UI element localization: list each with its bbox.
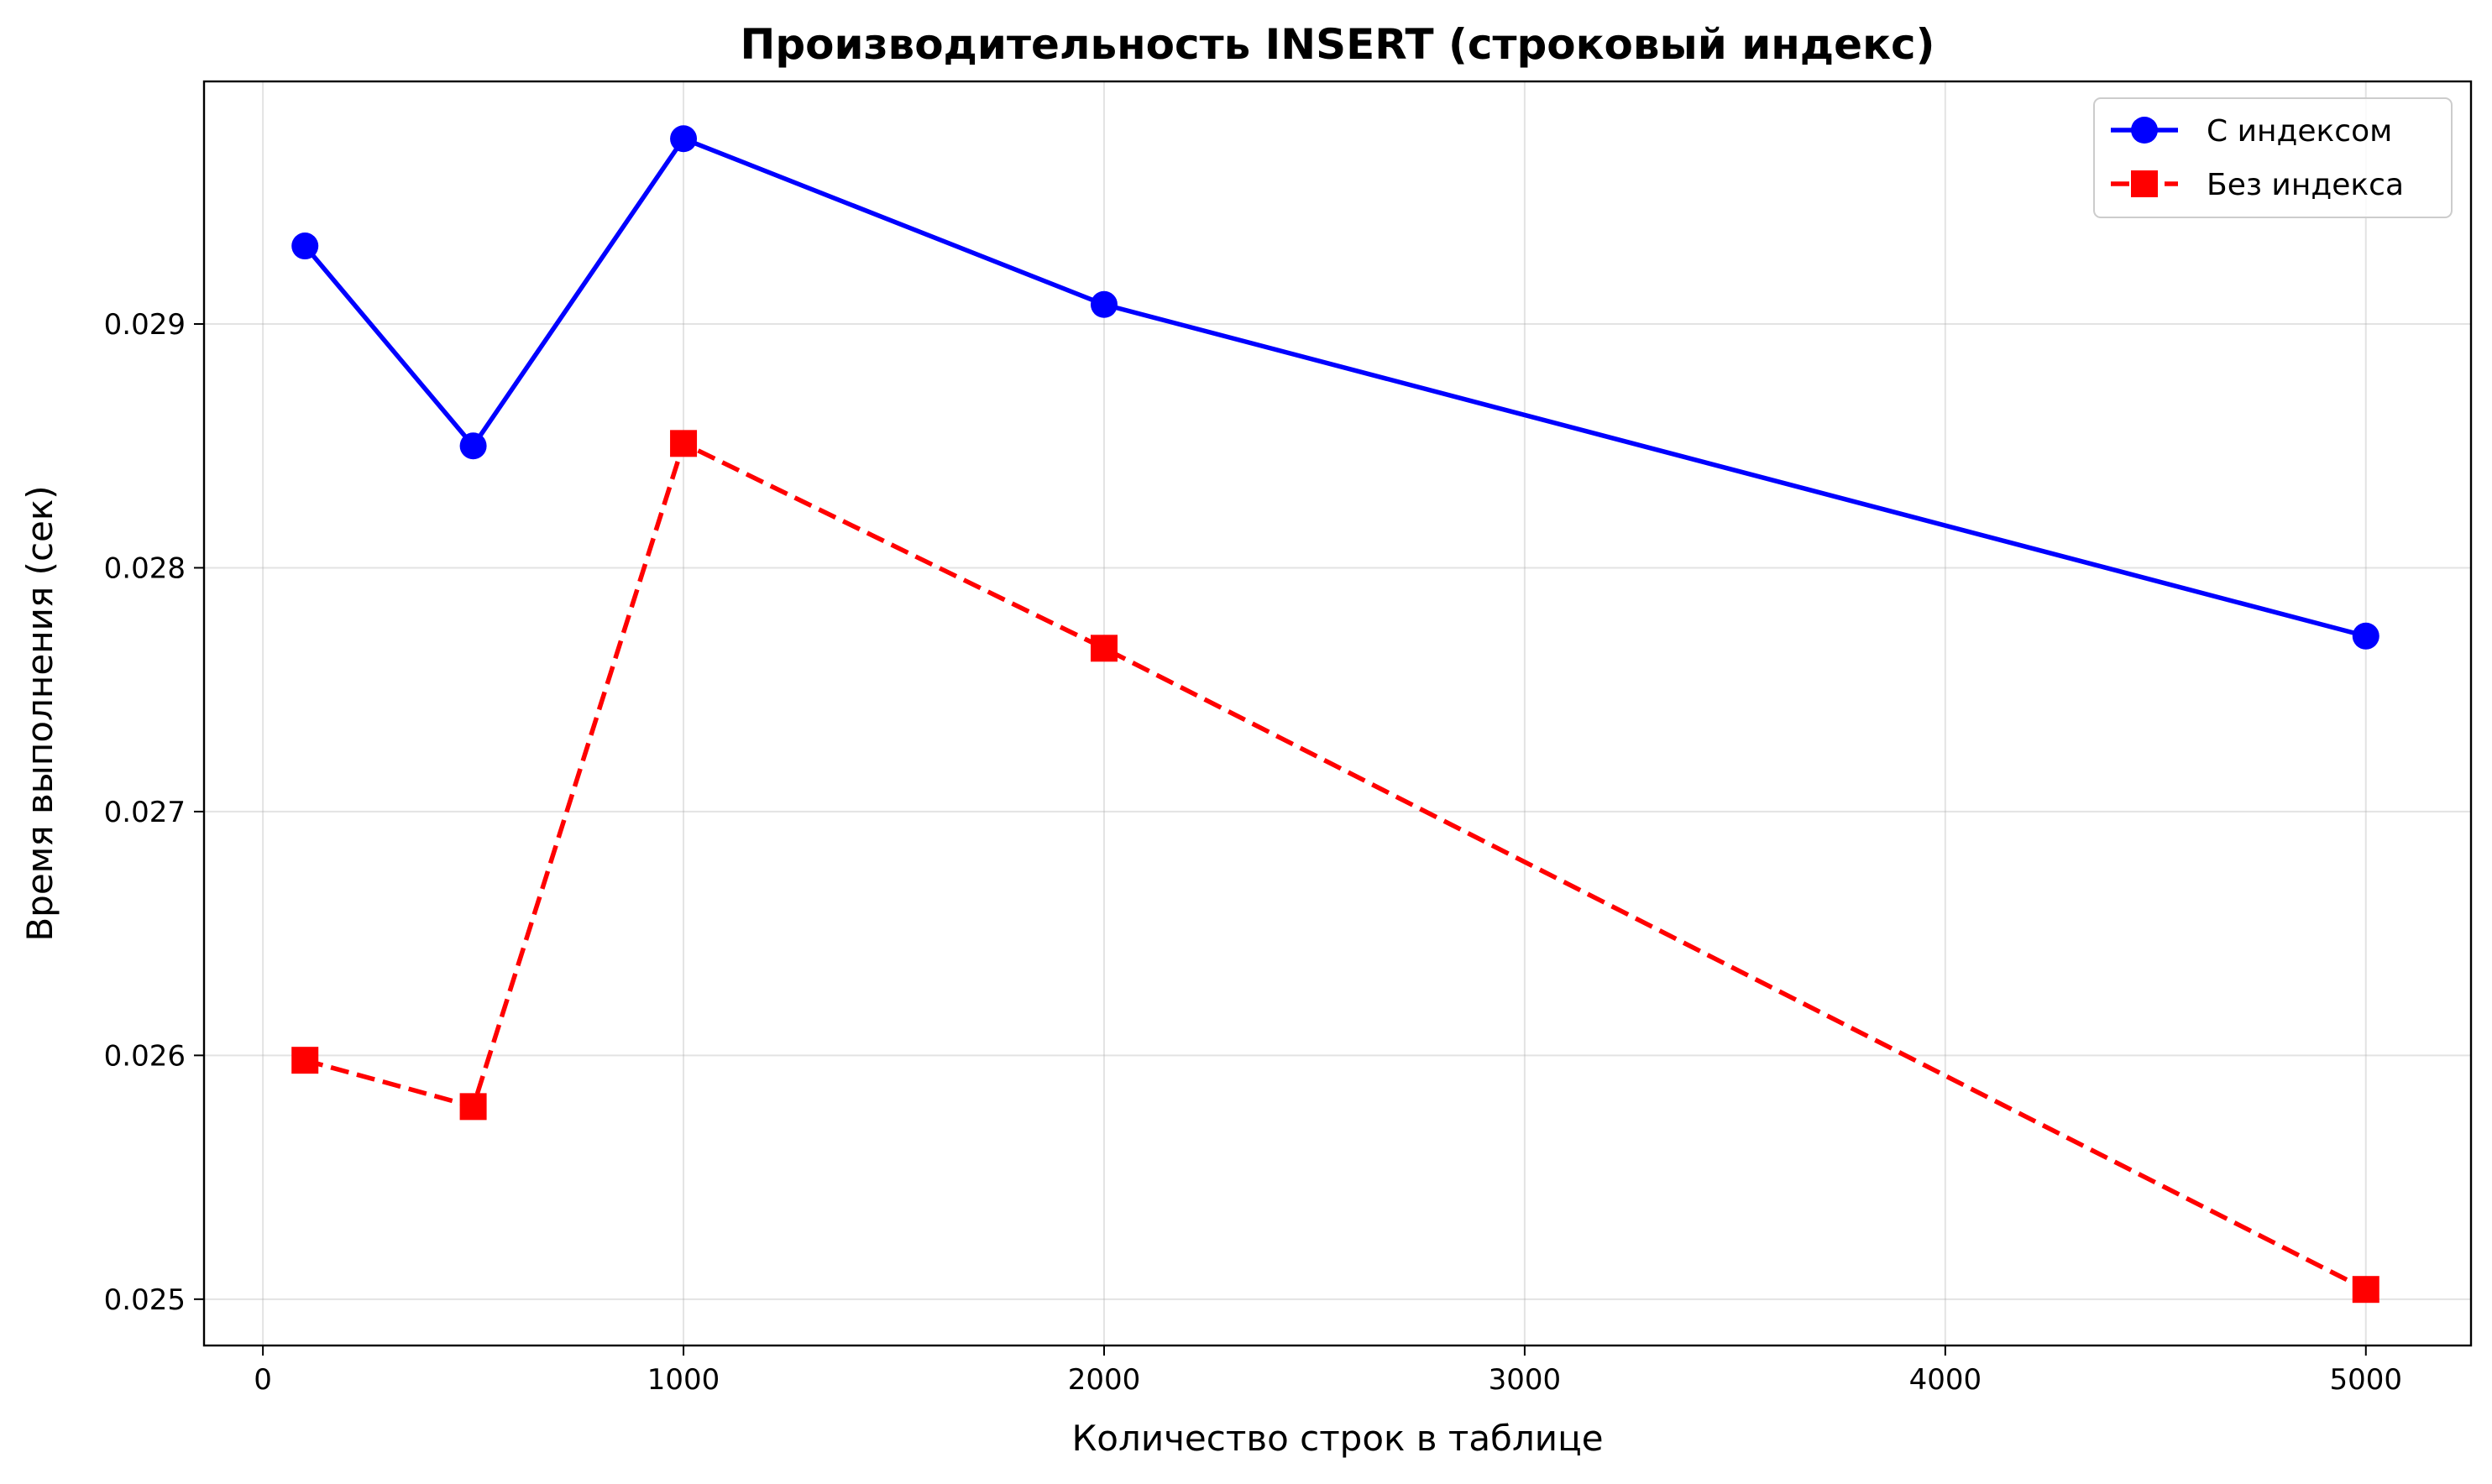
plot-series bbox=[291, 125, 2379, 1304]
x-tick-label: 3000 bbox=[1489, 1363, 1562, 1397]
x-tick-label: 4000 bbox=[1909, 1363, 1982, 1397]
data-point-square bbox=[670, 430, 698, 457]
data-point-circle bbox=[459, 432, 487, 460]
y-tick-label: 0.029 bbox=[104, 308, 186, 342]
legend-box bbox=[2093, 97, 2453, 218]
data-point-square bbox=[1090, 635, 1118, 662]
data-point-square bbox=[2352, 1276, 2379, 1304]
x-tick-label: 5000 bbox=[2330, 1363, 2403, 1397]
data-point-circle bbox=[670, 125, 698, 153]
y-tick-label: 0.026 bbox=[104, 1039, 186, 1073]
series-2 bbox=[291, 430, 2379, 1304]
legend-entry: Без индекса bbox=[2111, 168, 2404, 202]
series-1 bbox=[291, 125, 2379, 650]
data-point-square bbox=[459, 1093, 487, 1121]
legend-label: Без индекса bbox=[2207, 168, 2404, 202]
data-point-square bbox=[291, 1047, 319, 1074]
x-tick-label: 0 bbox=[254, 1363, 272, 1397]
data-point-circle bbox=[2352, 622, 2379, 650]
plot-frame bbox=[202, 80, 2473, 1347]
y-axis-label: Время выполнения (сек) bbox=[19, 485, 60, 941]
legend: С индексом Без индекса bbox=[2093, 97, 2453, 218]
legend-marker bbox=[2131, 117, 2158, 144]
data-point-circle bbox=[291, 233, 319, 260]
legend-marker bbox=[2131, 170, 2158, 197]
axis-ticks: 0 1000 2000 3000 4000 5000 0.025 0.026 0.027 0.02… bbox=[104, 308, 2402, 1397]
data-point-circle bbox=[1090, 290, 1118, 318]
y-tick-label: 0.025 bbox=[104, 1283, 186, 1317]
legend-entry: С индексом bbox=[2111, 114, 2392, 149]
legend-label: С индексом bbox=[2207, 114, 2392, 149]
x-axis-label: Количество строк в таблице bbox=[1071, 1418, 1603, 1459]
chart-title: Производительность INSERT (строковый инд… bbox=[740, 20, 1934, 69]
y-tick-label: 0.028 bbox=[104, 551, 186, 585]
x-tick-label: 2000 bbox=[1068, 1363, 1141, 1397]
y-tick-label: 0.027 bbox=[104, 796, 186, 829]
x-tick-label: 1000 bbox=[647, 1363, 720, 1397]
